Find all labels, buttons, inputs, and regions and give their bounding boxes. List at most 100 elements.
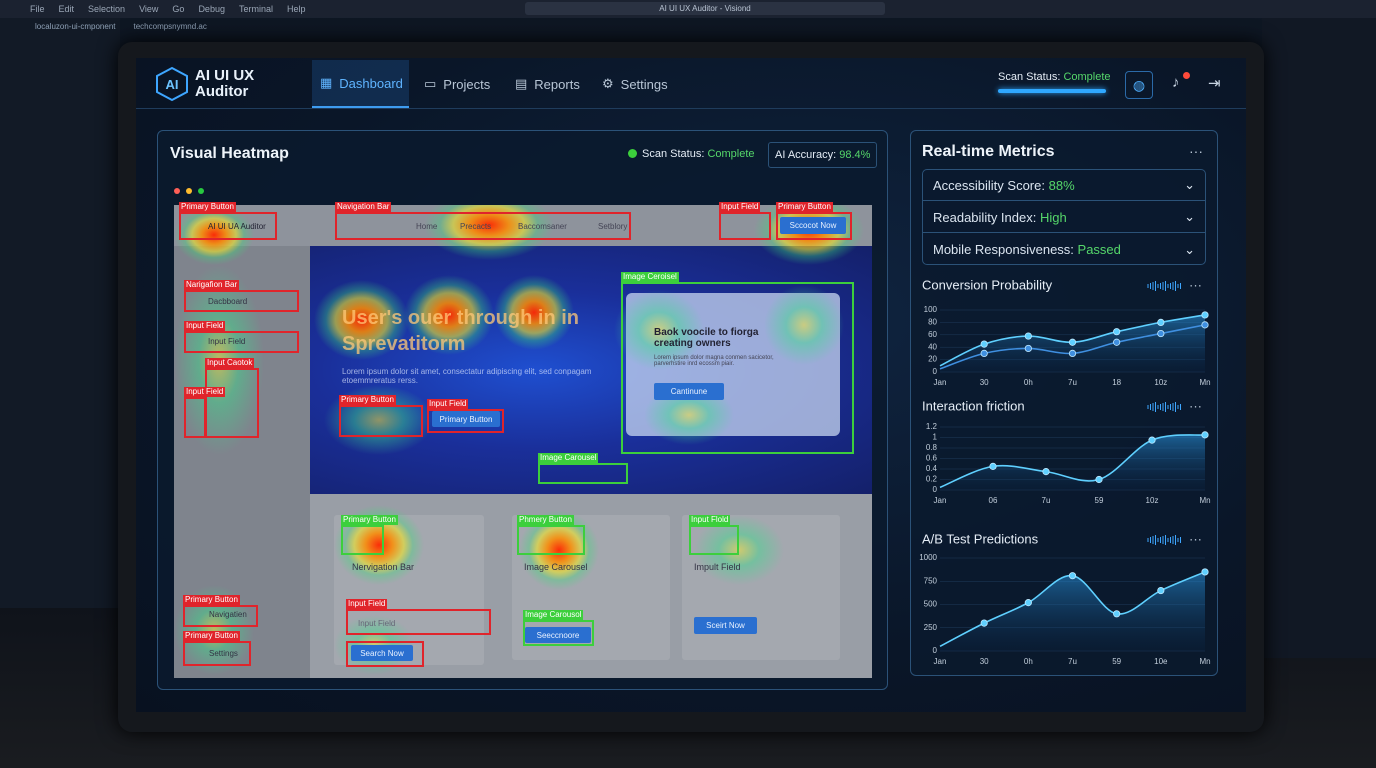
logo-mark: AI (166, 77, 179, 92)
metric-label: Accessibility Score: (933, 177, 1045, 193)
point (1068, 572, 1077, 580)
annotation-label: Input Field (719, 202, 761, 212)
annotation-box[interactable]: Phmery Button (517, 515, 585, 555)
menu-bar: File Edit Selection View Go Debug Termin… (0, 0, 1376, 18)
annotation-box[interactable]: Input Field (184, 321, 299, 353)
metric-value: 88% (1048, 177, 1075, 193)
mock-sidebar-item: Dacbboard (208, 297, 248, 306)
annotation-label: Primary Button (179, 202, 236, 212)
scan-label: Scan Status: (642, 148, 705, 160)
scan-value: Complete (1063, 71, 1111, 83)
metric-item[interactable]: Accessibility Score: 88% ⌄ (923, 170, 1205, 201)
metric-item[interactable]: Readability Index: High ⌄ (923, 202, 1205, 233)
mock-nav: Home (416, 222, 438, 231)
annotation-label: Phmery Button (517, 515, 574, 525)
menu-item[interactable]: File (30, 4, 45, 14)
heat-spot (424, 205, 554, 260)
app-name: AI UI UX Auditor (195, 67, 255, 100)
chart-more: ··· (1189, 531, 1202, 546)
mock-sidebar-item: Navigatien (209, 610, 247, 619)
annotation-label: Input Field (184, 321, 226, 331)
x-tick-label: 30 (980, 378, 989, 387)
point (980, 619, 988, 627)
tab[interactable]: techcompsnymnd.ac (133, 22, 207, 31)
window-dot (198, 188, 204, 194)
annotation-box[interactable]: Navigation Bar (335, 202, 631, 240)
y-tick-label: 0 (933, 485, 938, 494)
annotation-box[interactable]: Image Carousol (523, 610, 594, 646)
y-tick-label: 0.8 (926, 443, 938, 452)
point (1148, 436, 1156, 444)
nav-item[interactable]: ⚙ Settings (602, 76, 668, 92)
nav-item[interactable]: ▤ Reports (515, 76, 580, 92)
mock-nav: Baccomsaner (518, 222, 567, 231)
annotation-box[interactable]: Input Field (184, 387, 226, 438)
point (1068, 349, 1077, 357)
point (1113, 328, 1121, 336)
point (1113, 610, 1121, 618)
scan-label: Scan Status: (998, 71, 1061, 83)
y-tick-label: 1000 (919, 553, 937, 562)
accuracy-label: AI Accuracy: (775, 149, 837, 161)
menu-item[interactable]: Selection (88, 4, 126, 14)
y-tick-label: 40 (928, 342, 937, 351)
chart-title: Conversion Probability (922, 277, 1053, 292)
accuracy-badge: AI Accuracy: 98.4% (768, 142, 878, 168)
globe-button[interactable]: ◍ (1125, 71, 1153, 99)
annotation-box[interactable]: Image Carousel (538, 453, 628, 484)
notification-button[interactable]: ♪ (1172, 74, 1180, 91)
point (1201, 321, 1209, 329)
annotation-label: Primary Button (183, 595, 240, 605)
status-dot (628, 149, 637, 158)
window-title: AI UI UX Auditor - Visiond (525, 2, 885, 15)
logout-button[interactable]: ⇥ (1208, 75, 1221, 92)
annotation-label: Primary Button (776, 202, 833, 212)
point (1024, 599, 1032, 607)
mock-button: Search Now (351, 645, 413, 661)
annotation-label: Narigafion Bar (184, 280, 240, 290)
menu-item[interactable]: Help (286, 4, 306, 14)
annotation-box[interactable]: Input Field (427, 399, 504, 433)
nav-item[interactable]: ▦ Dashboard (312, 60, 409, 108)
annotation-box[interactable]: Input Field (346, 599, 491, 635)
menu-item[interactable]: Go (172, 4, 185, 14)
annotation-box[interactable]: Input Caotok (205, 358, 259, 438)
annotation-box[interactable]: Input Field (719, 202, 771, 240)
annotation-box[interactable]: Image Ceroisel (621, 272, 854, 454)
annotation-box[interactable]: Primary Button (776, 202, 852, 240)
mock-button: Cantinune (654, 383, 724, 400)
tab[interactable]: localuzon-ui-cmponent (35, 22, 116, 31)
heat-spot (174, 205, 254, 265)
more-button[interactable]: ··· (1189, 143, 1203, 159)
scan-progress (998, 89, 1106, 93)
menu-item[interactable]: View (139, 4, 159, 14)
annotation-box[interactable]: Input Flold (689, 515, 739, 555)
y-tick-label: 1.2 (926, 422, 938, 431)
menu-item[interactable]: Debug (198, 4, 225, 14)
annotation-box[interactable]: Primary Button (179, 202, 277, 240)
background-monitor (1262, 18, 1376, 658)
menu-item[interactable]: Terminal (238, 4, 273, 14)
mock-nav: Precacts (460, 222, 492, 231)
annotation-box[interactable]: Primary Button (183, 595, 258, 627)
nav-item[interactable]: ▭ Projects (424, 76, 491, 92)
metric-item[interactable]: Mobile Responsiveness: Passed ⌄ (933, 241, 1195, 258)
heat-spot (404, 275, 494, 355)
metric-label: Readability Index: (933, 209, 1037, 225)
window-dot (186, 188, 192, 194)
chart-title: A/B Test Predictions (922, 531, 1039, 546)
menu-item[interactable]: Edit (58, 4, 75, 14)
point (1024, 332, 1032, 340)
metric-label: Mobile Responsiveness: (933, 242, 1074, 257)
annotation-box[interactable]: Narigafion Bar (184, 280, 299, 312)
x-tick-label: 10z (1146, 496, 1159, 505)
annotation-box[interactable]: Primary Button (339, 395, 423, 437)
mock-button: Primary Button (432, 411, 500, 427)
line (939, 434, 1206, 489)
y-tick-label: 100 (924, 305, 938, 314)
annotation-box[interactable] (346, 641, 424, 667)
annotation-box[interactable]: Primary Button (183, 631, 251, 666)
annotation-box[interactable]: Primary Button (341, 515, 398, 555)
mock-card-title: Image Carousel (524, 562, 588, 572)
